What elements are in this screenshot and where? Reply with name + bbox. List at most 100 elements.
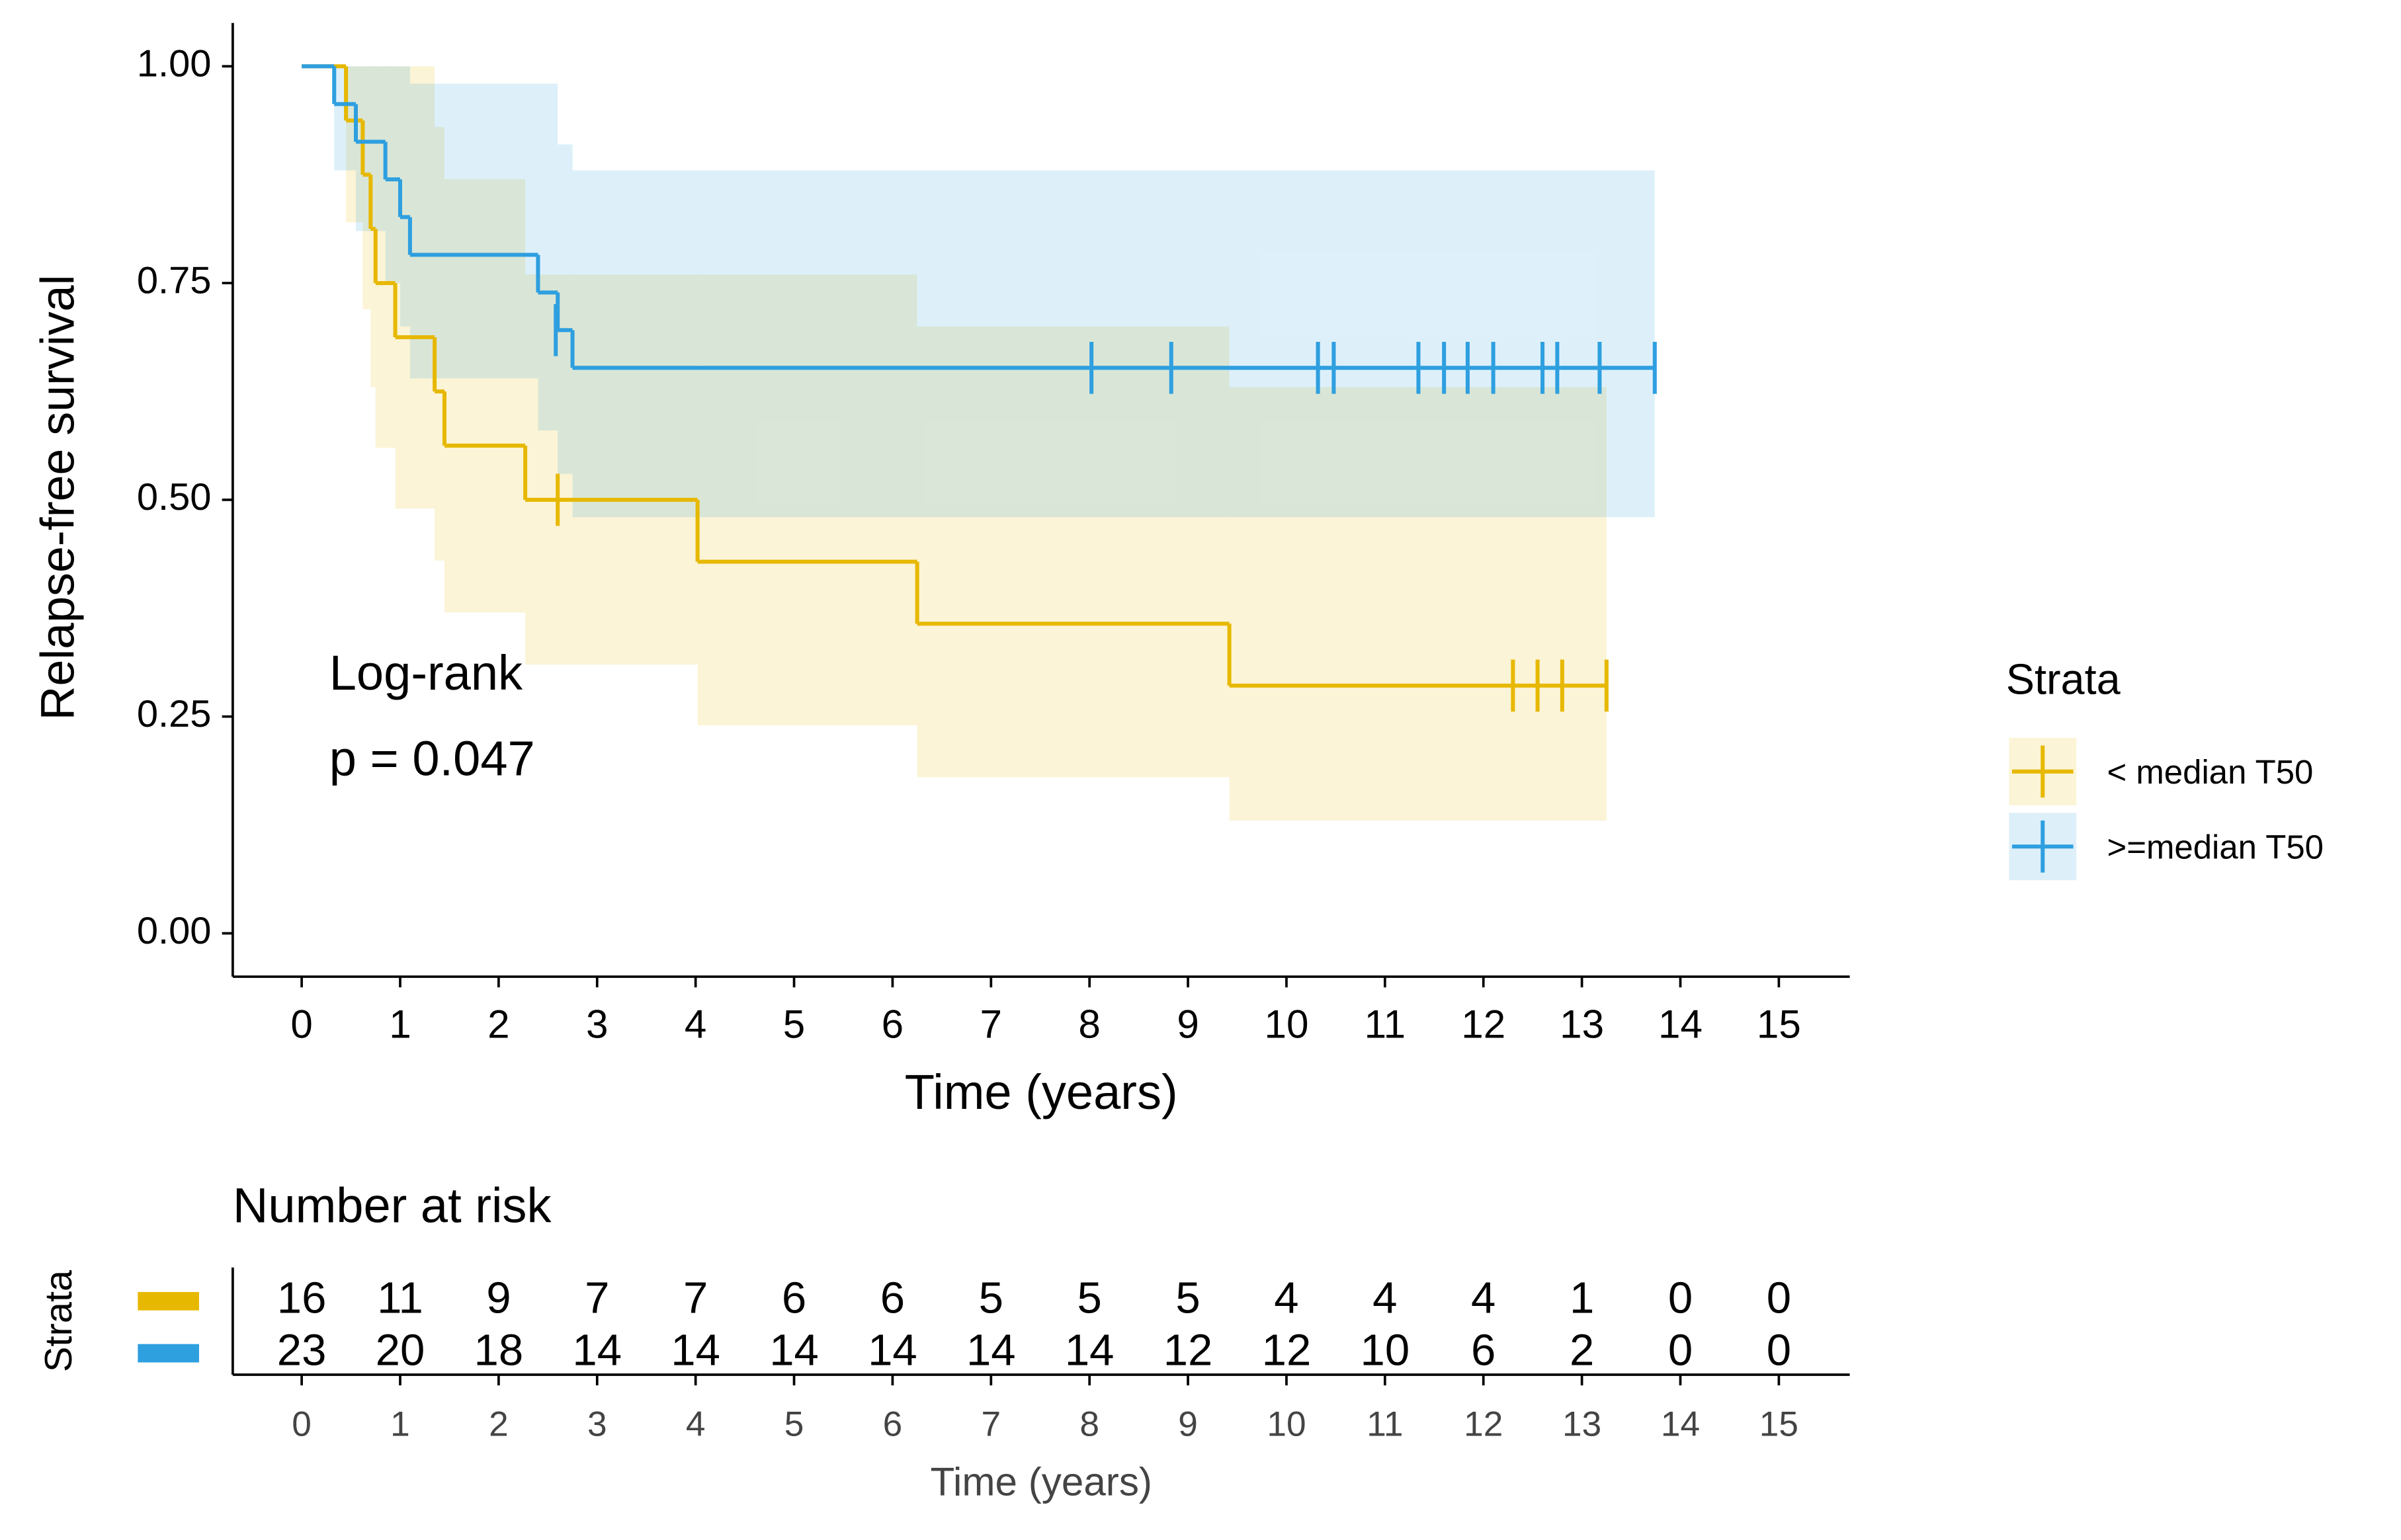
y-tick-label: 0.25 — [137, 693, 212, 735]
risk-count: 20 — [376, 1325, 425, 1375]
x-tick-label: 15 — [1757, 1002, 1801, 1046]
confidence-band — [409, 83, 538, 379]
y-tick-label: 0.00 — [137, 910, 212, 952]
risk-count: 6 — [782, 1274, 806, 1323]
risk-count: 14 — [769, 1325, 819, 1375]
risk-count: 16 — [277, 1274, 327, 1323]
x-tick-label: 11 — [1365, 1002, 1406, 1046]
risk-x-tick-label: 8 — [1079, 1405, 1099, 1444]
annotation: p = 0.047 — [329, 731, 535, 786]
risk-x-tick-label: 14 — [1661, 1405, 1700, 1444]
confidence-band — [444, 179, 526, 613]
risk-count: 14 — [671, 1325, 720, 1375]
x-tick-label: 0 — [290, 1002, 312, 1046]
risk-table-x-label: Time (years) — [930, 1460, 1152, 1504]
x-tick-label: 7 — [980, 1002, 1002, 1046]
risk-x-tick-label: 15 — [1759, 1405, 1798, 1444]
risk-x-tick-label: 13 — [1562, 1405, 1601, 1444]
x-tick-label: 2 — [487, 1002, 509, 1046]
confidence-band — [346, 66, 363, 223]
y-tick-label: 1.00 — [137, 43, 212, 85]
risk-count: 0 — [1668, 1325, 1693, 1375]
risk-count: 1 — [1570, 1274, 1594, 1323]
survival-curves — [302, 64, 1657, 712]
risk-count: 14 — [868, 1325, 917, 1375]
risk-count: 5 — [979, 1274, 1003, 1323]
risk-x-tick-label: 11 — [1367, 1405, 1403, 1444]
confidence-band — [435, 127, 444, 561]
risk-count: 9 — [486, 1274, 511, 1323]
x-tick-label: 8 — [1078, 1002, 1100, 1046]
risk-count: 12 — [1163, 1325, 1213, 1375]
x-tick-label: 1 — [389, 1002, 411, 1046]
risk-x-tick-label: 12 — [1464, 1405, 1503, 1444]
confidence-band — [362, 66, 371, 309]
risk-count: 18 — [474, 1325, 524, 1375]
risk-count: 14 — [966, 1325, 1016, 1375]
risk-count: 7 — [585, 1274, 609, 1323]
risk-count: 6 — [1471, 1325, 1495, 1375]
confidence-band — [538, 83, 558, 430]
risk-x-tick-label: 4 — [686, 1405, 706, 1444]
risk-count: 0 — [1767, 1274, 1791, 1323]
confidence-band — [697, 274, 917, 725]
risk-count: 7 — [683, 1274, 708, 1323]
risk-count: 0 — [1767, 1325, 1791, 1375]
risk-x-tick-label: 0 — [292, 1405, 312, 1444]
confidence-band — [917, 326, 1230, 778]
x-tick-label: 4 — [685, 1002, 706, 1046]
confidence-band — [572, 170, 1655, 518]
risk-x-tick-label: 3 — [587, 1405, 607, 1444]
risk-row-key — [138, 1291, 199, 1311]
y-tick-label: 0.75 — [137, 259, 212, 302]
confidence-band — [395, 66, 435, 508]
risk-x-tick-label: 1 — [390, 1405, 410, 1444]
x-tick-label: 3 — [586, 1002, 608, 1046]
annotation: Log-rank — [329, 645, 523, 700]
risk-count: 0 — [1668, 1274, 1693, 1323]
risk-count: 14 — [572, 1325, 622, 1375]
risk-count: 4 — [1372, 1274, 1397, 1323]
x-tick-label: 5 — [783, 1002, 805, 1046]
risk-count: 2 — [1570, 1325, 1594, 1375]
risk-row-key — [138, 1344, 199, 1363]
confidence-band — [370, 66, 376, 387]
risk-count: 5 — [1175, 1274, 1200, 1323]
risk-count: 4 — [1471, 1274, 1495, 1323]
risk-count: 14 — [1065, 1325, 1115, 1375]
legend-label: < median T50 — [2107, 753, 2314, 791]
confidence-band — [558, 144, 573, 474]
risk-x-tick-label: 10 — [1267, 1405, 1306, 1444]
x-tick-label: 9 — [1177, 1002, 1199, 1046]
x-axis-label: Time (years) — [905, 1065, 1178, 1119]
risk-count: 10 — [1361, 1325, 1410, 1375]
legend-label: >=median T50 — [2107, 828, 2324, 866]
confidence-band — [385, 66, 400, 284]
risk-table-title: Number at risk — [233, 1178, 552, 1233]
x-tick-label: 10 — [1264, 1002, 1308, 1046]
confidence-band — [1229, 387, 1607, 821]
x-tick-label: 13 — [1560, 1002, 1604, 1046]
confidence-band — [400, 66, 410, 327]
x-tick-label: 6 — [882, 1002, 904, 1046]
risk-count: 6 — [880, 1274, 905, 1323]
risk-table-y-label: Strata — [38, 1270, 80, 1372]
risk-count: 4 — [1274, 1274, 1298, 1323]
risk-x-tick-label: 2 — [489, 1405, 509, 1444]
legend-title: Strata — [2006, 655, 2121, 704]
risk-x-tick-label: 5 — [784, 1405, 804, 1444]
y-tick-label: 0.50 — [137, 476, 212, 518]
risk-count: 11 — [377, 1274, 423, 1323]
risk-count: 5 — [1077, 1274, 1102, 1323]
risk-count: 12 — [1262, 1325, 1312, 1375]
confidence-band — [375, 66, 396, 448]
risk-count: 23 — [277, 1325, 327, 1375]
y-axis-label: Relapse-free survival — [32, 274, 85, 720]
x-tick-label: 14 — [1658, 1002, 1703, 1046]
risk-x-tick-label: 6 — [883, 1405, 903, 1444]
risk-x-tick-label: 9 — [1178, 1405, 1198, 1444]
x-tick-label: 12 — [1461, 1002, 1505, 1046]
risk-x-tick-label: 7 — [981, 1405, 1001, 1444]
